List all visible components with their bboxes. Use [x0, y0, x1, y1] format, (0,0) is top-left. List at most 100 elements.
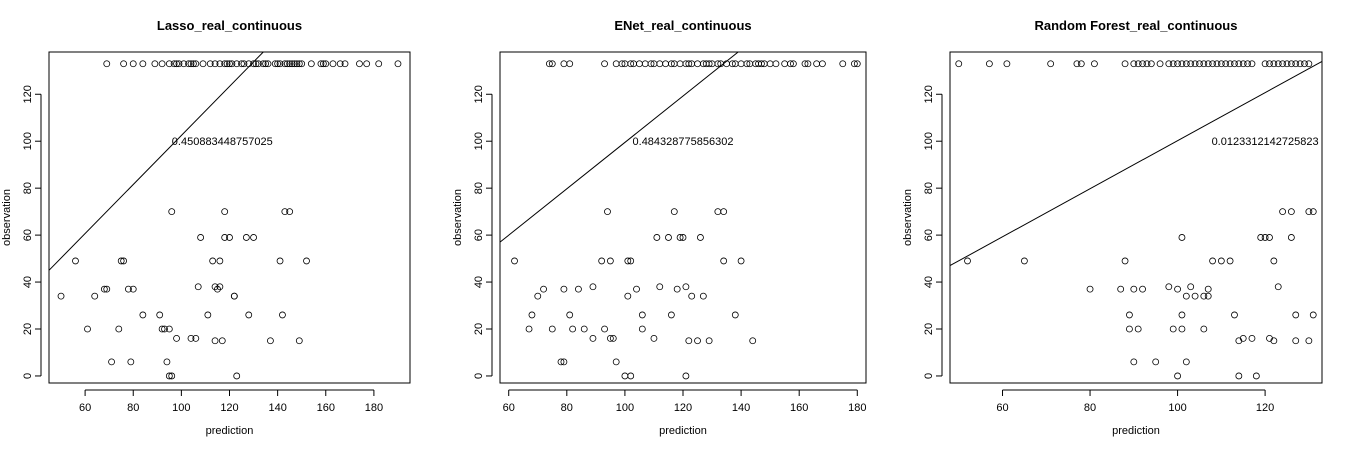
data-point — [199, 60, 207, 68]
data-point — [216, 60, 224, 68]
data-point — [694, 60, 701, 68]
data-point — [1305, 208, 1313, 216]
data-point — [120, 60, 128, 68]
data-point — [601, 60, 608, 68]
data-point — [259, 60, 267, 68]
data-point — [1266, 234, 1273, 241]
data-point — [226, 60, 233, 68]
data-point — [250, 60, 257, 68]
data-point — [221, 60, 229, 68]
data-point — [598, 257, 606, 265]
data-point — [653, 234, 661, 241]
data-point — [670, 208, 678, 216]
data-point — [240, 60, 248, 68]
plot-frame — [48, 51, 411, 384]
data-point — [276, 257, 284, 265]
x-tick-label: 120 — [220, 402, 238, 414]
data-point — [1204, 285, 1212, 293]
data-point — [206, 60, 214, 68]
data-point — [180, 60, 188, 68]
data-point — [801, 60, 809, 68]
data-point — [656, 283, 664, 291]
data-point — [1086, 285, 1094, 293]
plot-frame — [949, 51, 1323, 384]
data-point — [609, 334, 617, 342]
data-point — [254, 60, 262, 68]
data-point — [317, 60, 325, 68]
data-point — [120, 257, 128, 265]
data-point — [187, 60, 195, 68]
data-point — [168, 208, 176, 216]
data-point — [173, 60, 180, 68]
data-point — [117, 257, 125, 265]
data-point — [274, 60, 282, 68]
data-point — [1279, 208, 1287, 216]
data-point — [1077, 60, 1085, 68]
data-point — [1204, 60, 1212, 68]
data-point — [714, 208, 722, 216]
data-point — [1174, 60, 1181, 68]
y-tick-label: 120 — [22, 85, 34, 103]
data-point — [279, 311, 286, 319]
data-point — [322, 60, 330, 68]
data-point — [720, 257, 728, 265]
data-point — [295, 60, 303, 68]
data-point — [1174, 372, 1181, 380]
data-point — [226, 234, 233, 241]
data-point — [156, 311, 164, 319]
data-point — [566, 60, 574, 68]
data-point — [650, 334, 658, 342]
data-point — [1248, 334, 1256, 342]
data-point — [221, 234, 229, 241]
y-tick-label: 80 — [473, 182, 485, 194]
x-axis-label: prediction — [206, 425, 254, 437]
data-point — [682, 283, 690, 291]
data-point — [749, 337, 757, 345]
data-point — [647, 60, 655, 68]
data-point — [1143, 60, 1151, 68]
data-point — [1257, 234, 1265, 241]
x-tick-label: 80 — [1084, 402, 1096, 414]
chart-panel-1: Lasso_real_continuous 60 80 100 120 140 160 180… — [1, 18, 411, 437]
data-point — [589, 283, 597, 291]
y-tick-label: 0 — [473, 373, 485, 379]
data-point — [685, 60, 693, 68]
data-point — [1121, 257, 1129, 265]
data-point — [758, 60, 765, 68]
data-point — [1130, 358, 1138, 366]
data-point — [1191, 292, 1199, 300]
data-point — [853, 60, 861, 68]
data-point — [1047, 60, 1055, 68]
data-point — [1091, 60, 1098, 68]
data-point — [772, 60, 780, 68]
data-point — [682, 372, 690, 380]
data-point — [1200, 292, 1208, 300]
data-point — [1305, 60, 1313, 68]
data-point — [245, 311, 253, 319]
data-point — [955, 60, 963, 68]
data-point — [1130, 60, 1138, 68]
data-point — [1296, 60, 1304, 68]
data-point — [720, 208, 728, 216]
data-point — [1021, 257, 1028, 265]
y-tick-label: 120 — [473, 85, 485, 103]
x-tick-label: 100 — [616, 402, 634, 414]
y-tick-label: 100 — [22, 132, 34, 150]
data-point — [283, 60, 291, 68]
data-point — [129, 60, 137, 68]
data-point — [1292, 337, 1300, 345]
data-point — [1209, 257, 1216, 265]
data-point — [714, 60, 722, 68]
data-point — [1287, 208, 1295, 216]
data-point — [1182, 358, 1190, 366]
data-point — [1217, 60, 1225, 68]
data-point — [624, 292, 632, 300]
data-point — [804, 60, 812, 68]
data-point — [1235, 60, 1243, 68]
data-point — [103, 60, 111, 68]
data-point — [1213, 60, 1221, 68]
data-point — [819, 60, 826, 68]
data-point — [1134, 325, 1142, 333]
data-point — [298, 60, 306, 68]
